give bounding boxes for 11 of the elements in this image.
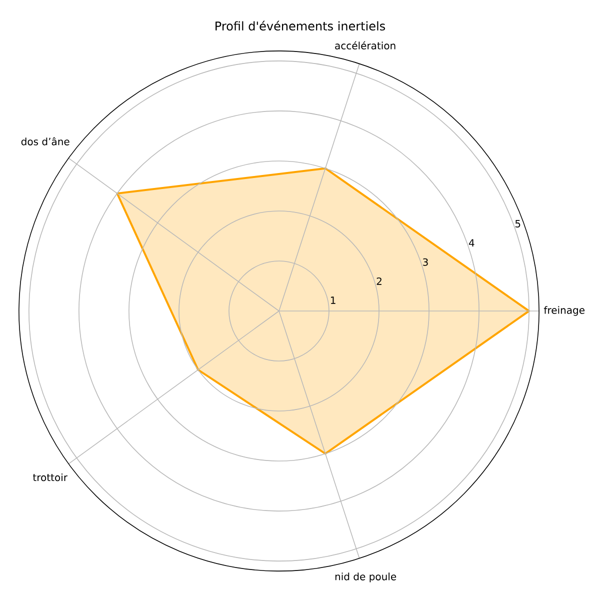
y-tick-label: 2 [376, 277, 382, 285]
spoke-label: nid de poule [335, 572, 396, 582]
spoke-label: trottoir [32, 473, 68, 482]
chart-title: Profil d'événements inertiels [216, 20, 386, 31]
y-tick-label: 3 [423, 258, 428, 266]
y-tick-label: 5 [515, 220, 520, 228]
spoke-label: dos d’âne [21, 137, 70, 146]
y-tick-label: 1 [331, 296, 336, 304]
spoke-label: freinage [544, 306, 585, 316]
y-tick-label: 4 [468, 239, 474, 246]
spoke-label: accélération [335, 41, 396, 50]
